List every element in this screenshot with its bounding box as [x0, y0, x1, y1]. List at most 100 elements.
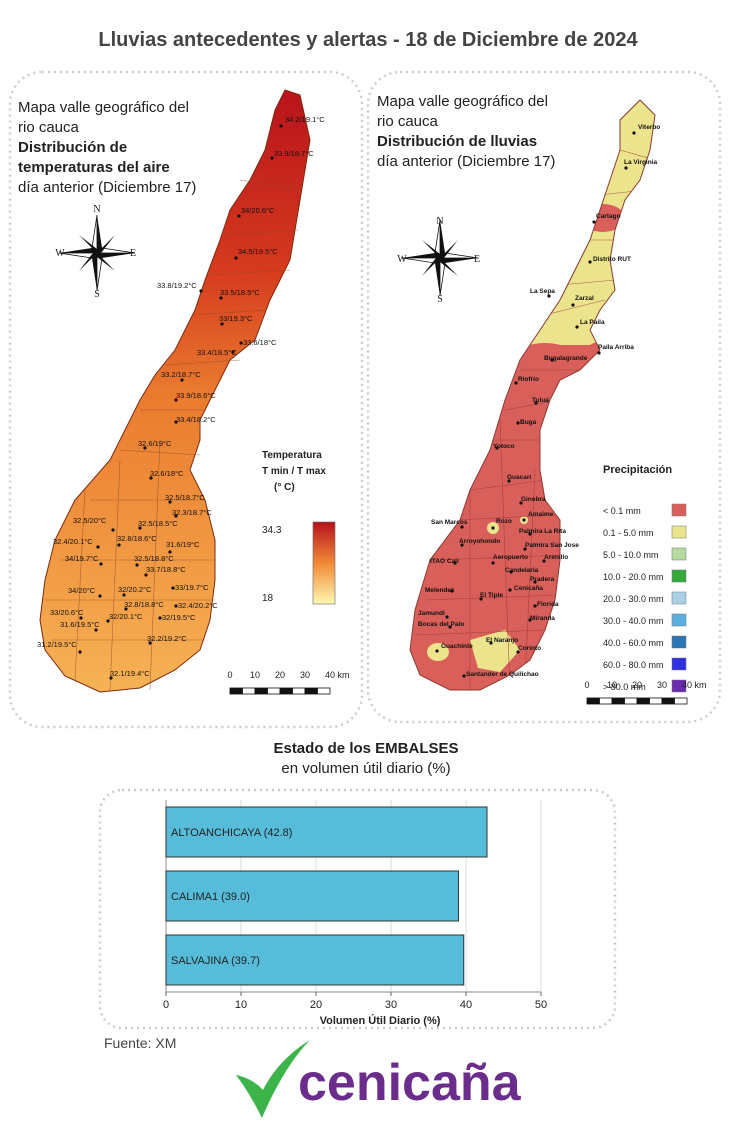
station-dot [135, 563, 139, 567]
legend-title: Precipitación [603, 464, 672, 476]
page-title: Lluvias antecedentes y alertas - 18 de D… [98, 29, 638, 51]
station-dot [453, 561, 457, 565]
x-tick-label: 50 [535, 999, 547, 1011]
station-dot [117, 543, 121, 547]
station-dot [149, 476, 153, 480]
compass-letter: N [436, 216, 443, 227]
map-title: rio cauca [18, 119, 80, 136]
scale-segment [317, 687, 331, 695]
station-dot [588, 260, 592, 264]
scale-segment [611, 697, 625, 705]
map-subtitle: temperaturas del aire [18, 159, 170, 176]
legend-swatch [671, 503, 687, 517]
map-title: Mapa valle geográfico del [18, 99, 189, 116]
x-tick-label: 20 [310, 999, 322, 1011]
station-label: Cenicaña [514, 585, 543, 592]
legend-label: > 80.0 mm [603, 682, 646, 692]
scale-label: 0 [227, 670, 232, 680]
compass-letter: W [397, 254, 407, 265]
station-label: 33/19.3°C [219, 314, 253, 323]
legend-label: 60.0 - 80.0 mm [603, 660, 664, 670]
x-tick-label: 0 [163, 999, 169, 1011]
station-label: 32.8/18.8°C [124, 600, 164, 609]
scale-segment [624, 697, 638, 705]
station-dot [534, 401, 538, 405]
station-dot [547, 294, 551, 298]
station-label: 33.4/18.5°C [197, 348, 237, 357]
legend-swatch [671, 613, 687, 627]
station-dot [491, 526, 495, 530]
station-dot [237, 214, 241, 218]
map-subtitle: Distribución de lluvias [377, 133, 537, 150]
legend-swatch [671, 657, 687, 671]
station-dot [78, 650, 82, 654]
station-dot [450, 589, 454, 593]
station-dot [111, 528, 115, 532]
station-label: 34/19.7°C [65, 554, 99, 563]
station-label: 31.6/19°C [166, 540, 200, 549]
x-tick-label: 30 [385, 999, 397, 1011]
station-dot [514, 381, 518, 385]
station-label: Miranda [530, 615, 555, 622]
x-tick-label: 40 [460, 999, 472, 1011]
station-label: 32.6/19°C [138, 439, 172, 448]
station-dot [516, 421, 520, 425]
bar-chart: 0 10 20 30 40 50 ALTOANCHICAYA (42.8) CALIMA1 (… [163, 800, 547, 1011]
scale-segment [586, 697, 600, 705]
map-title: Mapa valle geográfico del [377, 93, 548, 110]
station-label: 32.4/20.1°C [53, 537, 93, 546]
station-label: 32.6/18°C [150, 469, 184, 478]
station-dot [460, 543, 464, 547]
station-label: Jamundí [418, 610, 445, 617]
station-label: La Paila [580, 319, 605, 326]
station-label: 31.2/19.5°C [37, 640, 77, 649]
station-dot [519, 501, 523, 505]
station-label: Palmira San Jose [525, 542, 579, 549]
region-shape [517, 343, 573, 367]
station-label: Bugalagrande [544, 355, 588, 362]
station-label: 32/20.2°C [118, 585, 152, 594]
station-dot [571, 303, 575, 307]
scale-label: 30 [300, 670, 310, 680]
station-label: San Marcos [431, 519, 468, 526]
bar-label: ALTOANCHICAYA (42.8) [171, 827, 292, 839]
color-bar-max: 34.3 [262, 525, 282, 536]
station-dot [624, 166, 628, 170]
compass-letter: E [474, 254, 480, 265]
station-dot [523, 547, 527, 551]
station-dot [106, 619, 110, 623]
station-label: Buga [520, 419, 537, 426]
map-subtitle: Distribución de [18, 139, 127, 156]
station-dot [109, 676, 113, 680]
station-dot [144, 573, 148, 577]
station-dot [528, 618, 532, 622]
station-label: 34.2/19.1°C [285, 115, 325, 124]
station-dot [462, 674, 466, 678]
station-dot [550, 358, 554, 362]
station-dot [168, 550, 172, 554]
legend-label: 10.0 - 20.0 mm [603, 572, 664, 582]
legend-unit: (° C) [274, 482, 295, 493]
station-dot [279, 124, 283, 128]
bar [165, 870, 459, 922]
scale-label: 20 [275, 670, 285, 680]
scale-segment [254, 687, 268, 695]
panel-border [98, 788, 617, 1030]
station-label: ITAO Cali [430, 558, 459, 565]
scale-label: 30 [657, 680, 667, 690]
station-label: Distrito RUT [593, 256, 631, 263]
scale-label: 40 km [325, 670, 350, 680]
station-label: 32.4/20.2°C [178, 601, 218, 610]
station-dot [143, 446, 147, 450]
scale-segment [674, 697, 688, 705]
map-period: día anterior (Diciembre 17) [377, 153, 555, 170]
station-dot [231, 350, 235, 354]
station-label: 33.9/18.6°C [176, 391, 216, 400]
station-dot [479, 597, 483, 601]
station-dot [533, 604, 537, 608]
region-shape [470, 630, 520, 672]
scale-label: 10 [607, 680, 617, 690]
station-dot [239, 341, 243, 345]
station-label: 34/20.6°C [241, 206, 275, 215]
